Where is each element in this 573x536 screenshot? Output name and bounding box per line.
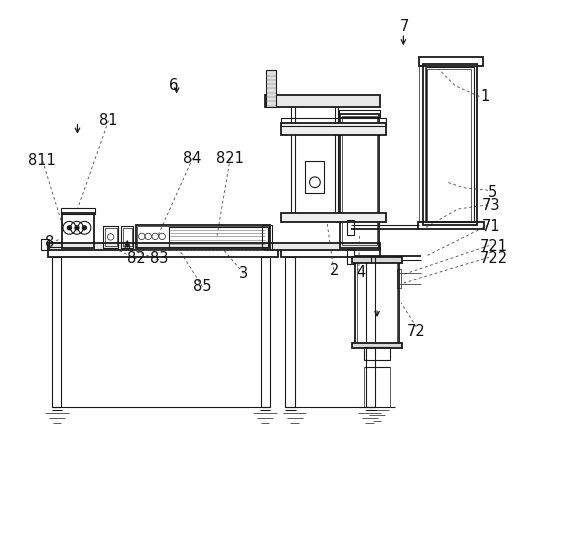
Bar — [103, 226, 118, 248]
Bar — [340, 114, 379, 248]
Bar — [305, 161, 324, 193]
Bar — [281, 213, 386, 222]
Bar — [355, 259, 399, 346]
Bar — [364, 347, 390, 360]
Circle shape — [74, 225, 80, 230]
Text: 85: 85 — [193, 279, 211, 294]
Bar — [423, 64, 477, 225]
Bar — [265, 95, 380, 107]
Bar — [285, 257, 295, 407]
Text: 5: 5 — [488, 185, 497, 200]
Bar — [48, 243, 380, 250]
Bar — [357, 261, 397, 344]
Bar — [397, 269, 401, 288]
Text: 72: 72 — [407, 324, 426, 339]
Text: 82: 82 — [127, 251, 146, 266]
Text: 722: 722 — [480, 251, 508, 266]
Text: 4: 4 — [356, 265, 365, 280]
Text: 8: 8 — [45, 235, 54, 250]
Bar — [281, 123, 386, 135]
Bar — [352, 343, 402, 348]
Bar — [52, 257, 61, 407]
Text: 81: 81 — [99, 113, 118, 128]
Bar — [123, 228, 132, 246]
Text: 73: 73 — [482, 198, 500, 213]
Bar — [342, 116, 376, 245]
Text: 821: 821 — [216, 151, 244, 166]
Bar — [352, 257, 402, 263]
Bar — [261, 257, 270, 407]
Bar — [419, 57, 482, 66]
Bar — [138, 226, 269, 247]
Bar — [281, 118, 386, 126]
Bar — [105, 228, 116, 246]
Bar — [262, 225, 272, 249]
Text: 1: 1 — [480, 89, 489, 104]
Bar — [266, 70, 276, 107]
Bar — [41, 239, 49, 250]
Bar — [418, 222, 484, 229]
Bar — [168, 227, 268, 247]
Bar — [419, 65, 425, 221]
Text: 2: 2 — [330, 263, 339, 278]
Circle shape — [66, 225, 72, 230]
Text: 83: 83 — [150, 251, 168, 266]
Bar — [366, 257, 375, 407]
Text: 3: 3 — [239, 266, 248, 281]
Bar — [427, 69, 472, 221]
Text: 721: 721 — [480, 239, 508, 254]
Bar — [48, 248, 278, 257]
Text: 6: 6 — [169, 78, 179, 93]
Text: 811: 811 — [28, 153, 56, 168]
Text: 7: 7 — [400, 19, 409, 34]
Bar — [281, 248, 380, 257]
Bar — [62, 213, 93, 248]
Text: 71: 71 — [482, 219, 501, 234]
Circle shape — [82, 225, 87, 230]
Bar — [61, 208, 95, 214]
Bar — [136, 225, 270, 248]
Bar — [121, 226, 133, 248]
Text: 84: 84 — [183, 151, 202, 166]
Bar — [347, 220, 354, 235]
Bar — [339, 110, 380, 117]
Bar — [426, 67, 474, 222]
Bar — [347, 249, 354, 264]
